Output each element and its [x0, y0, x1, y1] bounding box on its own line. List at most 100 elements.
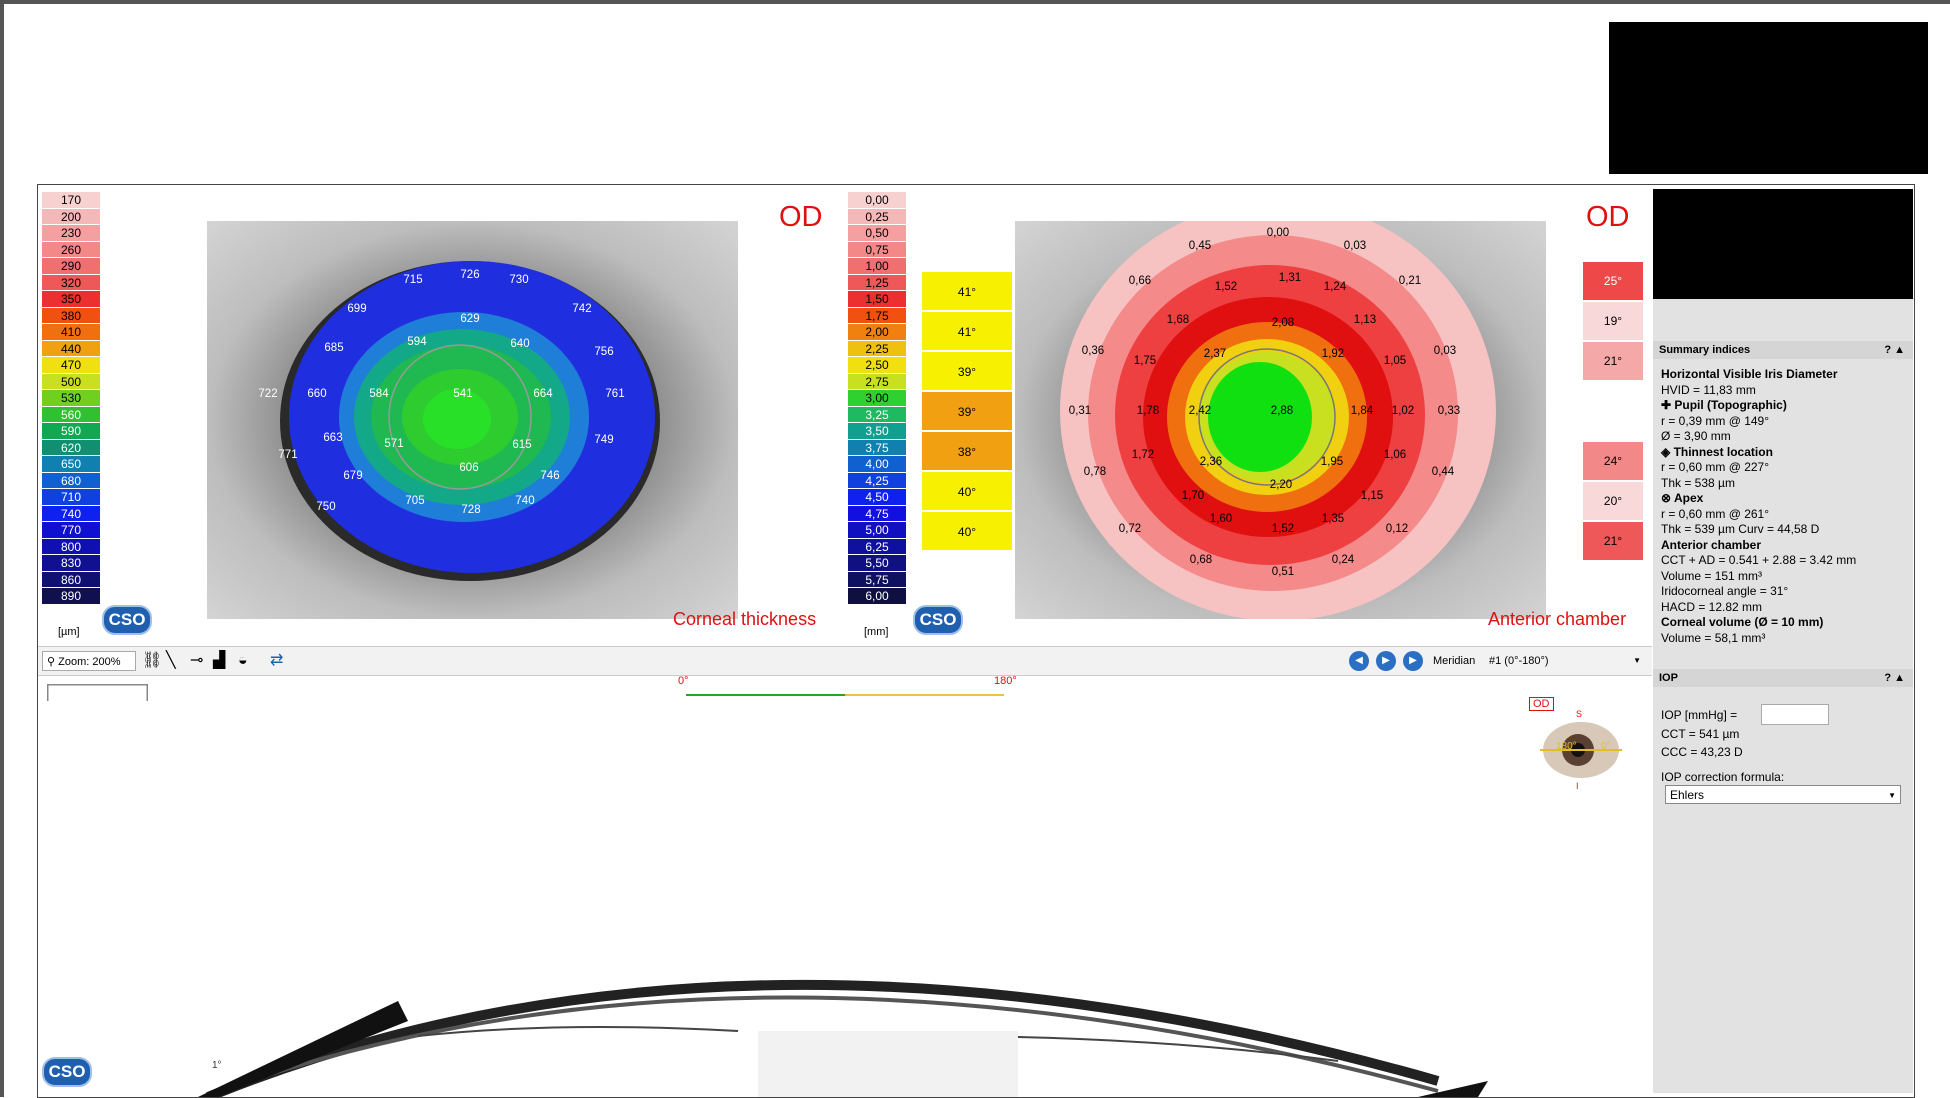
chamber-value: 1,68 [1167, 314, 1189, 326]
summary-line: r = 0,60 mm @ 227° [1661, 460, 1770, 474]
chamber-value: 1,31 [1279, 272, 1301, 284]
thickness-value: 749 [594, 434, 613, 446]
iop-label: IOP [mmHg] = [1661, 708, 1738, 722]
first-meridian-button[interactable]: ◀ [1349, 651, 1369, 671]
thickness-value: 740 [515, 495, 534, 507]
cct-value: CCT = 541 µm [1661, 727, 1740, 741]
indices-panel: Summary indices ? ▲ Horizontal Visible I… [1653, 189, 1913, 1093]
view-toolbar: ⚲ Zoom: 200% ⛓ ╲ ⊸ ▟ ◒ ⇄ ◀ ▶ ▶ Meridian … [38, 646, 1652, 676]
angle-sector-label: 21° [1604, 354, 1622, 368]
summary-header-controls[interactable]: ? ▲ [1884, 344, 1905, 356]
scale-cell: 0,75 [848, 241, 906, 258]
scale-cell: 170 [42, 192, 100, 209]
lens-icon[interactable]: ⊸ [190, 652, 204, 669]
chamber-value: 1,52 [1272, 523, 1294, 535]
play-meridian-button[interactable]: ▶ [1376, 651, 1396, 671]
scale-cell: 830 [42, 555, 100, 572]
angle-sector-label: 20° [1604, 494, 1622, 508]
chamber-value: 0,24 [1332, 554, 1355, 566]
chamber-value: 1,95 [1321, 456, 1343, 468]
chamber-map-image: 0,00 0,45 0,03 0,66 1,52 1,31 1,24 0,21 1,68 2,08… [1015, 221, 1546, 619]
redacted-header-box [1609, 22, 1928, 174]
scale-cell: 890 [42, 588, 100, 605]
angle-sector-label: 21° [1604, 534, 1622, 548]
thickness-value: 663 [323, 432, 342, 444]
chamber-value: 2,08 [1272, 317, 1294, 329]
scale-cell: 440 [42, 340, 100, 357]
thickness-map-title: Corneal thickness [673, 609, 817, 629]
thickness-value: 606 [459, 462, 478, 474]
iop-header[interactable]: IOP ? ▲ [1653, 669, 1913, 687]
tomography-app: 170 200 230 260 290 320 350 380 410 440 470 500 530 5… [37, 184, 1915, 1098]
chamber-pupil-outline [1198, 348, 1336, 486]
angle-sector [922, 432, 1012, 470]
scale-cell: 0,00 [848, 192, 906, 209]
summary-header[interactable]: Summary indices ? ▲ [1653, 341, 1913, 359]
sclera-left [198, 1001, 408, 1097]
iop-header-controls[interactable]: ? ▲ [1884, 672, 1905, 684]
angle-sector [922, 312, 1012, 350]
chamber-unit: [mm] [864, 626, 889, 638]
chamber-value: 1,52 [1215, 281, 1237, 293]
chamber-value: 2,36 [1200, 456, 1222, 468]
chamber-value: 1,15 [1361, 490, 1383, 502]
swap-icon[interactable]: ⇄ [270, 652, 284, 669]
summary-line: ✚ Pupil (Topographic) [1661, 398, 1787, 412]
thickness-values: 715 726 730 699 742 629 685 594 640 756 722 660 584 5… [258, 269, 624, 516]
iop-input[interactable] [1761, 704, 1829, 725]
angle-sector-label: 40° [958, 485, 976, 499]
histogram-icon[interactable]: ▟ [213, 652, 226, 669]
angle-sector [922, 472, 1012, 510]
summary-line: HVID = 11,83 mm [1661, 382, 1756, 397]
iop-formula-select[interactable]: Ehlers ▼ [1665, 785, 1901, 804]
sclera-right [1418, 1081, 1488, 1097]
scale-cell: 2,50 [848, 357, 906, 374]
chamber-value: 1,75 [1134, 355, 1156, 367]
thickness-value: 742 [572, 303, 591, 315]
zoom-button[interactable]: ⚲ Zoom: 200% [42, 651, 136, 671]
caliper-icon[interactable]: ⛓ [142, 652, 163, 669]
chamber-value: 0,51 [1272, 566, 1294, 578]
thickness-od-label: OD [779, 201, 823, 233]
chamber-value: 0,03 [1344, 240, 1366, 252]
chamber-value: 2,20 [1270, 479, 1292, 491]
summary-line: Ø = 3,90 mm [1661, 429, 1731, 443]
chamber-value: 1,35 [1322, 513, 1344, 525]
thickness-zone-center [423, 389, 491, 449]
cornea-inner [202, 995, 1439, 1097]
scale-cell: 3,50 [848, 423, 906, 440]
scale-cell: 710 [42, 489, 100, 506]
measure-icon[interactable]: ╲ [166, 652, 176, 669]
chamber-value: 0,66 [1129, 275, 1151, 287]
summary-line: Iridocorneal angle = 31° [1661, 584, 1789, 598]
section-end-label: 180° [994, 675, 1017, 687]
chamber-value: 1,60 [1210, 513, 1232, 525]
scale-cell: 560 [42, 406, 100, 423]
scale-cell: 260 [42, 241, 100, 258]
scale-cell: 800 [42, 538, 100, 555]
next-meridian-button[interactable]: ▶ [1403, 651, 1423, 671]
thickness-value: 699 [347, 303, 366, 315]
thickness-value: 571 [384, 438, 403, 450]
section-start-label: 0° [678, 675, 689, 687]
chevron-down-icon: ▼ [1633, 656, 1641, 665]
iop-formula-label: IOP correction formula: [1661, 770, 1785, 784]
angle-sector [1583, 342, 1643, 380]
scale-cell: 1,50 [848, 291, 906, 308]
chamber-value: 2,42 [1189, 405, 1211, 417]
chamber-value: 1,70 [1182, 490, 1204, 502]
summary-line: Volume = 58,1 mm³ [1661, 630, 1766, 645]
chamber-value: 0,68 [1190, 554, 1212, 566]
scale-cell: 680 [42, 472, 100, 489]
eye-view-icon[interactable]: ◒ [238, 652, 248, 669]
thickness-value: 715 [403, 274, 422, 286]
summary-line: Horizontal Visible Iris Diameter [1661, 367, 1838, 381]
scale-cell: 3,25 [848, 406, 906, 423]
angle-sector-label: 39° [958, 365, 976, 379]
thickness-value: 541 [453, 388, 472, 400]
summary-line: Thk = 538 µm [1661, 475, 1735, 490]
meridian-select[interactable]: #1 (0°-180°) ▼ [1489, 651, 1641, 671]
scale-cell: 2,25 [848, 340, 906, 357]
chamber-value: 0,78 [1084, 466, 1106, 478]
